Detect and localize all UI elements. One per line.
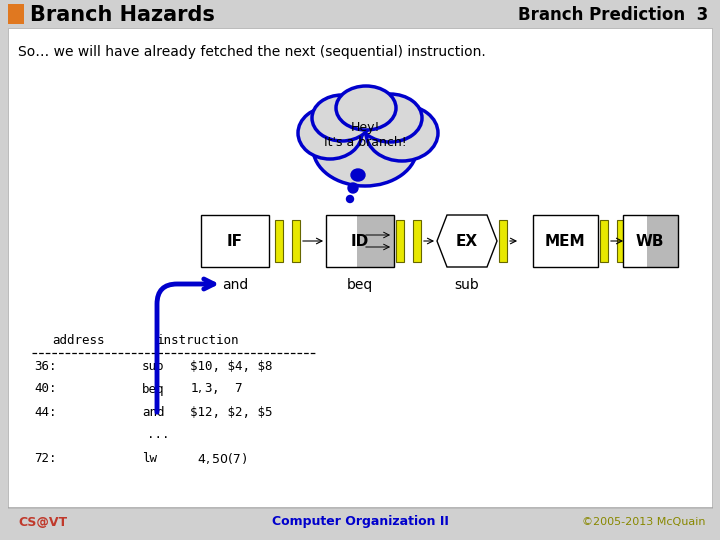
FancyBboxPatch shape (292, 220, 300, 262)
FancyBboxPatch shape (275, 220, 283, 262)
FancyBboxPatch shape (600, 220, 608, 262)
Text: So… we will have already fetched the next (sequential) instruction.: So… we will have already fetched the nex… (18, 45, 486, 59)
Text: sub: sub (142, 360, 164, 373)
Text: Hey!
It's a branch!: Hey! It's a branch! (323, 121, 406, 149)
Ellipse shape (351, 169, 365, 181)
Text: beq: beq (347, 278, 373, 292)
FancyArrowPatch shape (157, 279, 214, 412)
Ellipse shape (358, 94, 422, 142)
Polygon shape (437, 215, 497, 267)
Text: $1,  $3,  7: $1, $3, 7 (190, 381, 243, 396)
Ellipse shape (313, 110, 417, 186)
FancyBboxPatch shape (413, 220, 421, 262)
FancyBboxPatch shape (533, 215, 598, 267)
Text: address: address (52, 334, 104, 347)
Ellipse shape (346, 195, 354, 202)
Text: EX: EX (456, 233, 478, 248)
Text: $12, $2, $5: $12, $2, $5 (190, 406, 272, 419)
Text: beq: beq (142, 382, 164, 395)
Text: Branch Hazards: Branch Hazards (30, 5, 215, 25)
Text: CS@VT: CS@VT (18, 516, 67, 529)
FancyBboxPatch shape (356, 215, 394, 267)
Text: and: and (222, 278, 248, 292)
Ellipse shape (336, 86, 396, 130)
FancyBboxPatch shape (617, 220, 625, 262)
FancyBboxPatch shape (8, 4, 24, 24)
Text: 40:: 40: (35, 382, 57, 395)
Text: lw: lw (142, 451, 157, 464)
Text: Computer Organization II: Computer Organization II (271, 516, 449, 529)
Text: and: and (142, 406, 164, 419)
Text: IF: IF (227, 233, 243, 248)
Text: ©2005-2013 McQuain: ©2005-2013 McQuain (582, 517, 705, 527)
Ellipse shape (312, 95, 372, 141)
Text: Branch Prediction  3: Branch Prediction 3 (518, 6, 708, 24)
Text: ID: ID (351, 233, 369, 248)
FancyBboxPatch shape (201, 215, 269, 267)
Text: $4, 50($7): $4, 50($7) (190, 450, 247, 465)
Text: instruction: instruction (157, 334, 240, 347)
FancyBboxPatch shape (647, 215, 678, 267)
FancyBboxPatch shape (396, 220, 404, 262)
FancyBboxPatch shape (623, 215, 647, 267)
FancyBboxPatch shape (326, 215, 356, 267)
FancyBboxPatch shape (499, 220, 507, 262)
Text: 72:: 72: (35, 451, 57, 464)
Text: ...: ... (147, 429, 169, 442)
Text: 36:: 36: (35, 360, 57, 373)
Ellipse shape (298, 107, 362, 159)
Text: 44:: 44: (35, 406, 57, 419)
Text: $10, $4, $8: $10, $4, $8 (190, 360, 272, 373)
Text: WB: WB (636, 233, 665, 248)
Text: sub: sub (454, 278, 480, 292)
Text: MEM: MEM (545, 233, 585, 248)
FancyBboxPatch shape (8, 28, 712, 508)
Ellipse shape (366, 105, 438, 161)
Ellipse shape (348, 183, 358, 193)
